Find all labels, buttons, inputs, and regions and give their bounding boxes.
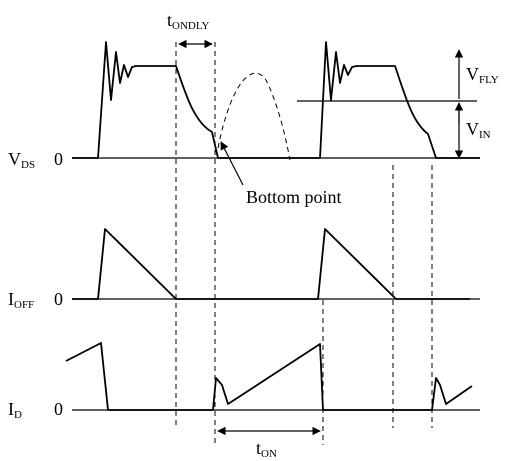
vds-zero-label: 0 (54, 149, 63, 169)
ioff-waveform (72, 228, 470, 300)
timing-guides (175, 42, 433, 445)
v-fly-label: VFLY (466, 64, 499, 86)
vds-trace (72, 41, 480, 186)
ioff-label: IOFF (8, 289, 34, 311)
v-in-label: VIN (466, 119, 491, 141)
ioff-trace (72, 228, 480, 300)
bottom-point-label: Bottom point (246, 187, 342, 207)
vds-label: VDS (8, 149, 35, 171)
t-on-label: tON (256, 438, 277, 460)
t-ondly-label: tONDLY (167, 10, 209, 32)
id-trace (65, 342, 480, 411)
id-zero-label: 0 (54, 399, 63, 419)
bottom-point-leader (220, 141, 244, 186)
ioff-zero-label: 0 (54, 289, 63, 309)
id-waveform (65, 342, 473, 411)
vds-waveform (72, 41, 480, 159)
vds-resonance-continuation (217, 72, 291, 161)
id-label: ID (8, 399, 22, 421)
